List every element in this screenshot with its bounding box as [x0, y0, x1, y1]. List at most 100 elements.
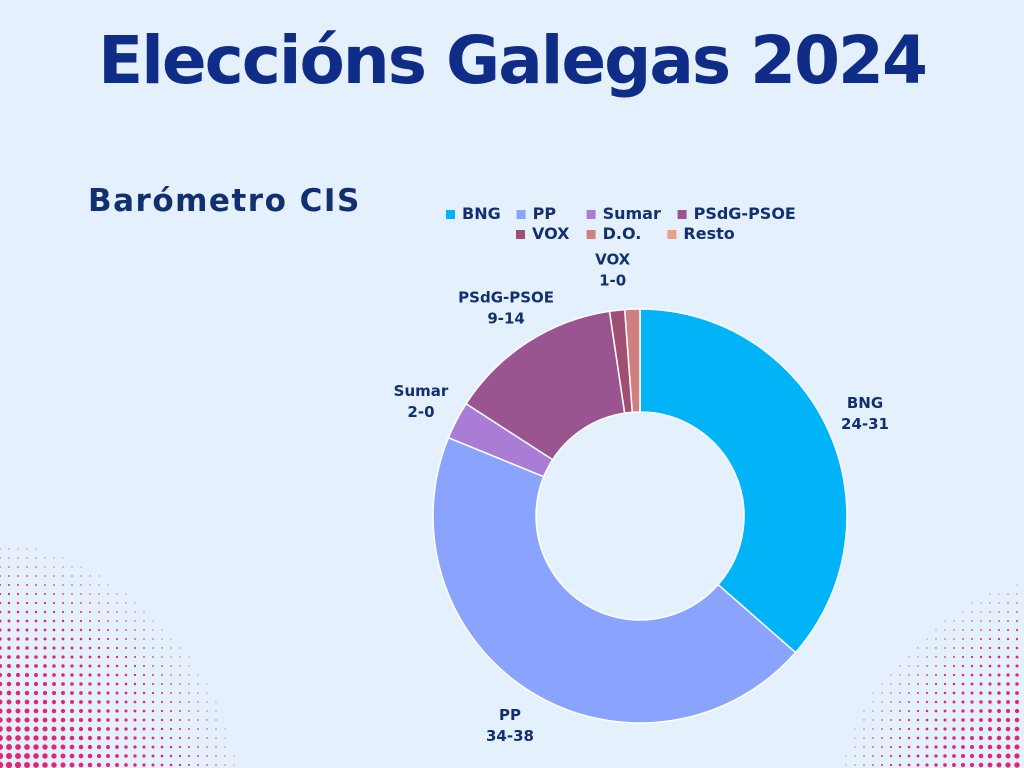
halftone-dot: [79, 691, 83, 695]
halftone-dot: [43, 655, 47, 659]
halftone-dot: [206, 701, 208, 703]
halftone-dot: [33, 762, 39, 768]
halftone-dot: [952, 700, 956, 704]
halftone-dot: [979, 700, 983, 704]
halftone-dot: [24, 753, 30, 759]
halftone-dot: [70, 682, 74, 686]
data-label-bng: BNG 24-31: [841, 394, 889, 433]
halftone-dot: [88, 691, 92, 695]
halftone-dot: [15, 690, 21, 696]
halftone-dot: [962, 611, 964, 613]
halftone-dot: [179, 665, 181, 667]
halftone-dot: [197, 692, 199, 694]
halftone-dot: [35, 557, 37, 559]
halftone-dot: [15, 672, 21, 678]
halftone-dot: [224, 764, 226, 766]
halftone-dot: [124, 763, 128, 767]
halftone-dot: [6, 717, 12, 723]
halftone-dot: [926, 665, 928, 667]
halftone-dot: [987, 726, 993, 732]
halftone-dot: [125, 611, 127, 613]
halftone-dot: [934, 763, 938, 767]
halftone-dot: [97, 655, 101, 659]
halftone-dot: [1014, 744, 1020, 750]
halftone-dot: [179, 674, 181, 676]
halftone-dot: [962, 620, 964, 622]
halftone-dot: [925, 745, 929, 749]
halftone-dot: [0, 601, 2, 605]
halftone-dot: [107, 593, 109, 595]
halftone-dot: [52, 646, 56, 650]
halftone-dot: [24, 690, 30, 696]
halftone-dot: [106, 673, 110, 677]
halftone-dot: [17, 566, 19, 568]
data-label-pp: PP 34-38: [486, 706, 534, 745]
halftone-dot: [106, 637, 110, 641]
halftone-dot: [42, 699, 48, 705]
halftone-dot: [7, 592, 11, 596]
halftone-dot: [943, 736, 947, 740]
halftone-dot: [898, 727, 902, 731]
halftone-dot: [215, 746, 217, 748]
halftone-dot: [970, 736, 974, 740]
halftone-dot: [152, 656, 154, 658]
halftone-dot: [124, 646, 128, 650]
halftone-dot: [1015, 637, 1019, 641]
halftone-dot: [925, 763, 929, 767]
halftone-dot: [971, 611, 973, 613]
halftone-dot: [889, 763, 893, 767]
halftone-dot: [0, 663, 3, 669]
halftone-dot: [907, 709, 911, 713]
halftone-dot: [989, 593, 991, 595]
halftone-dot: [33, 753, 39, 759]
halftone-dot: [188, 692, 190, 694]
halftone-dot: [170, 638, 172, 640]
halftone-dot: [79, 709, 83, 713]
halftone-dot: [907, 736, 911, 740]
halftone-dot: [134, 602, 136, 604]
halftone-dot: [107, 584, 109, 586]
halftone-dot: [98, 593, 100, 595]
halftone-dot: [133, 718, 137, 722]
halftone-dot: [987, 753, 993, 759]
halftone-dot: [1015, 682, 1019, 686]
halftone-dot: [898, 745, 902, 749]
halftone-dot: [935, 665, 937, 667]
halftone-dot: [116, 629, 118, 631]
halftone-dot: [62, 575, 64, 577]
halftone-dot: [89, 593, 91, 595]
halftone-dot: [69, 735, 75, 741]
halftone-dot: [78, 762, 84, 768]
halftone-dot: [60, 699, 66, 705]
halftone-dot: [961, 682, 965, 686]
halftone-dot: [124, 754, 128, 758]
halftone-dot: [197, 683, 199, 685]
halftone-dot: [62, 602, 64, 604]
halftone-dot: [69, 762, 75, 768]
halftone-dot: [943, 727, 947, 731]
halftone-dot: [881, 701, 883, 703]
halftone-dot: [0, 717, 3, 723]
halftone-dot: [215, 764, 217, 766]
halftone-dot: [934, 736, 938, 740]
halftone-dot: [98, 602, 100, 604]
halftone-dot: [934, 691, 938, 695]
halftone-dot: [51, 762, 57, 768]
halftone-dot: [943, 691, 947, 695]
halftone-dot: [179, 710, 181, 712]
halftone-dot: [926, 683, 928, 685]
halftone-dot: [79, 682, 83, 686]
halftone-dot: [61, 664, 65, 668]
halftone-dot: [934, 682, 938, 686]
halftone-dot: [0, 761, 4, 768]
halftone-dot: [88, 700, 92, 704]
halftone-dot: [15, 735, 21, 741]
halftone-dot: [79, 673, 83, 677]
halftone-dot: [151, 682, 155, 686]
halftone-dot: [160, 691, 164, 695]
halftone-dot: [142, 736, 146, 740]
halftone-dot: [0, 681, 3, 687]
halftone-dot: [872, 692, 874, 694]
halftone-dot: [78, 717, 84, 723]
halftone-dot: [33, 690, 39, 696]
